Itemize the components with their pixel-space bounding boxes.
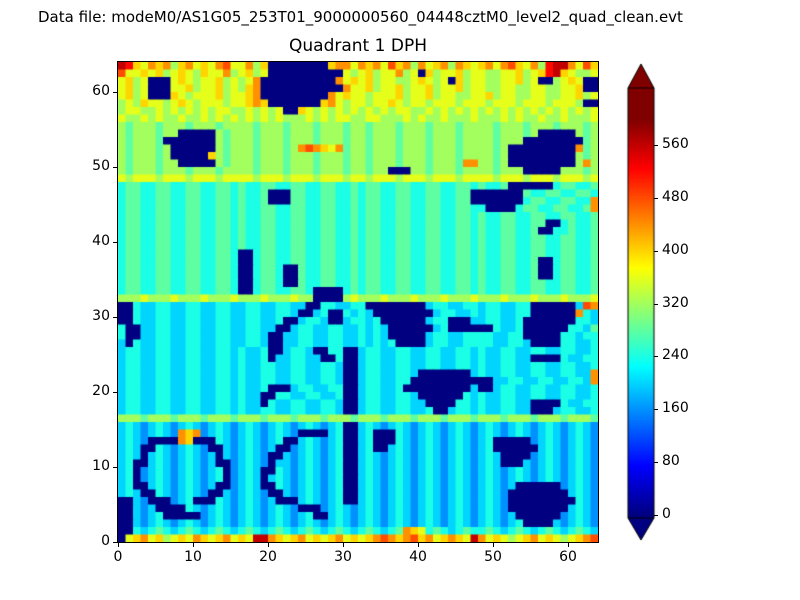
x-tick-label: 60 — [559, 549, 577, 565]
colorbar-tick-label: 160 — [662, 400, 689, 417]
x-tick-label: 30 — [334, 549, 352, 565]
x-tick-mark — [418, 543, 419, 547]
plot-area — [117, 61, 599, 543]
x-tick-label: 50 — [484, 549, 502, 565]
x-tick-label: 40 — [409, 549, 427, 565]
colorbar-tick-mark — [654, 304, 658, 305]
x-tick-label: 0 — [113, 549, 123, 565]
x-tick-mark — [568, 543, 569, 547]
colorbar-tick-mark — [654, 198, 658, 199]
heatmap-canvas — [118, 62, 598, 542]
data-file-label: Data file: modeM0/AS1G05_253T01_90000005… — [38, 8, 683, 26]
y-tick-mark — [113, 542, 117, 543]
y-tick-mark — [113, 392, 117, 393]
y-tick-mark — [113, 92, 117, 93]
colorbar-tick-label: 480 — [662, 188, 689, 205]
colorbar-tick-mark — [654, 409, 658, 410]
y-tick-label: 10 — [92, 458, 110, 474]
y-tick-label: 20 — [92, 383, 110, 399]
colorbar-tick-label: 80 — [662, 453, 680, 470]
y-tick-label: 0 — [101, 533, 110, 549]
y-tick-label: 30 — [92, 308, 110, 324]
colorbar-tick-mark — [654, 145, 658, 146]
x-tick-label: 10 — [184, 549, 202, 565]
colorbar-tick-label: 240 — [662, 347, 689, 364]
y-tick-label: 60 — [92, 83, 110, 99]
colorbar-tick-label: 0 — [662, 506, 671, 522]
x-tick-mark — [343, 543, 344, 547]
colorbar-tick-label: 560 — [662, 136, 689, 152]
y-tick-mark — [113, 167, 117, 168]
x-tick-label: 20 — [259, 549, 277, 565]
x-tick-mark — [493, 543, 494, 547]
y-tick-label: 50 — [92, 158, 110, 174]
colorbar-tick-mark — [654, 356, 658, 357]
y-tick-mark — [113, 242, 117, 243]
y-tick-label: 40 — [92, 233, 110, 249]
y-tick-mark — [113, 467, 117, 468]
colorbar-canvas — [626, 60, 656, 546]
chart-title: Quadrant 1 DPH — [289, 36, 427, 56]
colorbar-tick-mark — [654, 462, 658, 463]
colorbar-tick-label: 320 — [662, 294, 689, 311]
x-tick-mark — [118, 543, 119, 547]
x-tick-mark — [193, 543, 194, 547]
y-tick-mark — [113, 317, 117, 318]
colorbar-tick-mark — [654, 251, 658, 252]
x-tick-mark — [268, 543, 269, 547]
colorbar-tick-mark — [654, 515, 658, 516]
colorbar-tick-label: 400 — [662, 241, 689, 258]
